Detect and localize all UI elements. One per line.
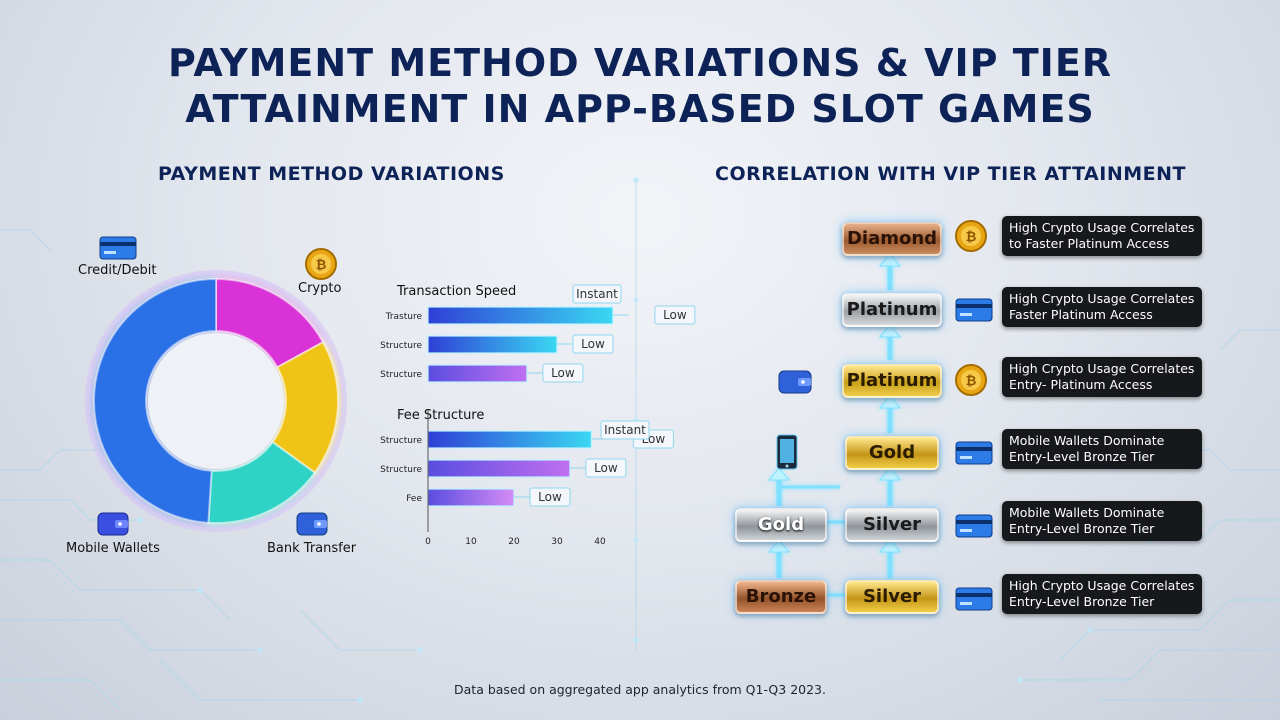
speed-bar [427,306,614,325]
speed-value-tag-text: Low [663,308,687,322]
donut-slice-credit-debit [93,277,217,524]
correlation-note-line1: High Crypto Usage Correlates [1009,361,1195,376]
speed-value-tag: Low [572,334,614,354]
payment-method-donut-chart [85,270,347,532]
vip-tier-flow-arrows [767,253,902,597]
payment-bars-chart: Transaction Speed Trasture Low Structure Low… [380,284,696,547]
donut-label-credit: Credit/Debit [78,263,157,278]
fee-x-tick-label: 0 [425,537,431,547]
correlation-note: Mobile Wallets Dominate Entry-Level Bronz… [1002,501,1202,541]
fee-bar [427,459,571,478]
wallet-icon [778,368,812,398]
correlation-note: High Crypto Usage Correlates Entry-Level … [1002,574,1202,614]
correlation-note-line1: Mobile Wallets Dominate [1009,433,1165,448]
fee-value-tag-text: Low [538,490,562,504]
credit-card-icon [99,236,137,264]
title-line-2: ATTAINMENT IN APP-BASED SLOT GAMES [185,87,1095,131]
fee-instant-tag: Instant [600,420,650,440]
correlation-note-line2: Entry-Level Bronze Tier [1009,521,1155,536]
tier-up-arrow [878,253,902,290]
fee-instant-tag-text: Instant [604,423,646,437]
fee-title: Fee Structure [397,408,484,423]
svg-text:₿: ₿ [966,374,977,389]
fee-bar [427,488,515,507]
speed-value-tag-text: Low [551,366,575,380]
tier-up-arrow [878,467,902,506]
speed-instant-tag-text: Instant [576,287,618,301]
speed-value-tag-text: Low [581,337,605,351]
speed-title: Transaction Speed [396,284,516,299]
speed-instant-tag: Instant [572,284,622,304]
correlation-note: High Crypto Usage Correlates Entry- Plati… [1002,357,1202,397]
bitcoin-coin-icon: ₿ [955,364,987,400]
vip-tier-badge-gold: Gold [845,436,939,470]
vip-tier-badge-gold: Gold [735,508,827,542]
correlation-note-line1: High Crypto Usage Correlates [1009,220,1195,235]
left-section-heading: PAYMENT METHOD VARIATIONS [158,163,505,185]
fee-category-label: Structure [380,465,422,475]
correlation-note: High Crypto Usage Correlates Faster Plati… [1002,287,1202,327]
bank-wallet-icon [296,510,328,540]
correlation-note-line1: Mobile Wallets Dominate [1009,505,1165,520]
credit-card-icon [955,587,993,615]
fee-x-tick-label: 20 [508,537,520,547]
right-section-heading: CORRELATION WITH VIP TIER ATTAINMENT [715,163,1186,185]
fee-x-tick-label: 10 [465,537,477,547]
donut-label-mobile: Mobile Wallets [66,541,160,556]
credit-card-icon [955,441,993,469]
tier-up-arrow [767,539,791,578]
bitcoin-coin-icon: ₿ [955,220,987,256]
speed-value-tag: Low [542,363,584,383]
vip-tier-badge-platinum: Platinum [842,293,942,327]
fee-x-tick-label: 30 [551,537,563,547]
fee-bar [427,430,592,449]
fee-value-tag: Low [585,458,627,478]
speed-bar [427,364,528,383]
fee-x-tick-label: 40 [594,537,606,547]
correlation-note-line2: Faster Platinum Access [1009,307,1153,322]
title-line-1: PAYMENT METHOD VARIATIONS & VIP TIER [167,41,1113,85]
credit-card-icon [955,298,993,326]
vip-tier-badge-platinum: Platinum [842,364,942,398]
donut-hole [148,333,284,469]
speed-category-label: Structure [380,370,422,380]
svg-text:₿: ₿ [966,230,977,245]
correlation-note: High Crypto Usage Correlates to Faster Pl… [1002,216,1202,256]
correlation-note-line1: High Crypto Usage Correlates [1009,578,1195,593]
donut-label-crypto: Crypto [298,281,342,296]
fee-category-label: Fee [406,494,422,504]
credit-card-icon [955,514,993,542]
fee-category-label: Structure [380,436,422,446]
tier-up-arrow [878,539,902,578]
vip-tier-badge-silver: Silver [845,580,939,614]
tier-up-arrow [878,324,902,360]
vip-tier-badge-diamond: Diamond [842,222,942,256]
smartphone-icon [776,434,798,474]
wallet-icon [97,510,129,540]
speed-bar [427,335,558,354]
fee-value-tag: Low [529,487,571,507]
footer-note: Data based on aggregated app analytics f… [454,682,826,697]
donut-glow-ring [85,270,347,532]
correlation-note-line2: Entry-Level Bronze Tier [1009,449,1155,464]
tier-up-arrow [878,395,902,433]
correlation-note-line2: Entry- Platinum Access [1009,377,1153,392]
speed-category-label: Trasture [385,312,423,322]
donut-label-bank: Bank Transfer [267,541,357,556]
correlation-note-line2: Entry-Level Bronze Tier [1009,594,1155,609]
correlation-note-line2: to Faster Platinum Access [1009,236,1170,251]
page-title: PAYMENT METHOD VARIATIONS & VIP TIER ATT… [0,40,1280,132]
vip-tier-badge-silver: Silver [845,508,939,542]
speed-value-tag: Low [654,305,696,325]
fee-value-tag-text: Low [594,461,618,475]
correlation-note-line1: High Crypto Usage Correlates [1009,291,1195,306]
tier-up-arrow [767,467,791,506]
correlation-note: Mobile Wallets Dominate Entry-Level Bronz… [1002,429,1202,469]
bitcoin-coin-icon: ₿ [305,248,337,284]
vip-tier-badge-bronze: Bronze [735,580,827,614]
svg-text:₿: ₿ [316,258,327,273]
speed-category-label: Structure [380,341,422,351]
